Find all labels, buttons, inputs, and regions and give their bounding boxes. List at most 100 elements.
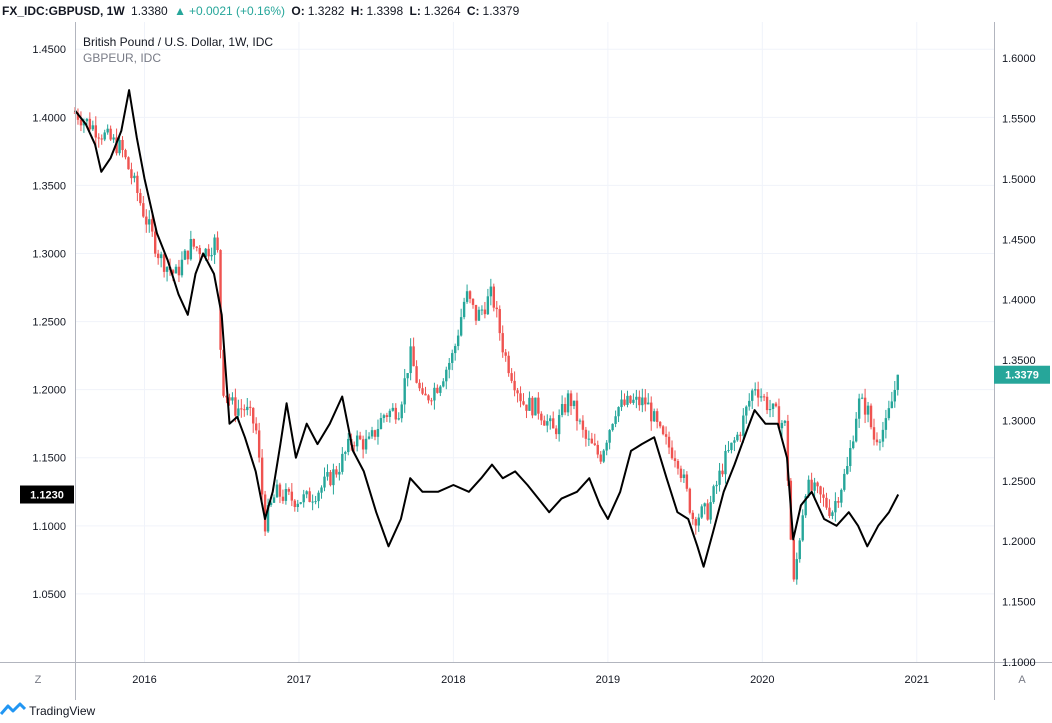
candle-body (462, 301, 466, 318)
candle-body (748, 400, 751, 407)
legend-overlay-title[interactable]: GBPEUR, IDC (83, 51, 161, 65)
candle-body (284, 489, 288, 501)
candle-body (715, 484, 718, 487)
candle-body (153, 231, 157, 254)
candle-body (519, 393, 522, 402)
candle-body (756, 389, 760, 398)
candle-body (186, 250, 190, 260)
axis-frame (0, 22, 1052, 700)
candle-body (195, 246, 198, 248)
candle-body (566, 393, 570, 413)
corner-right-button[interactable]: A (1018, 674, 1026, 686)
legend-main-title[interactable]: British Pound / U.S. Dollar, 1W, IDC (83, 35, 273, 49)
right-tick-label: 1.6000 (1002, 53, 1036, 65)
candle-body (391, 407, 395, 411)
candle-body (549, 418, 552, 422)
candle-body (890, 401, 894, 409)
candle-body (382, 415, 386, 419)
candle-body (249, 406, 252, 408)
left-price-scale[interactable]: 1.4500 1.4000 1.3500 1.3000 1.2500 1.2000 1.15… (32, 44, 66, 601)
candle-body (100, 138, 103, 140)
candle-body (376, 429, 380, 437)
candle-body (442, 381, 445, 387)
candle-body (822, 494, 825, 498)
left-tick-label: 1.3000 (32, 248, 66, 260)
candle-body (192, 239, 196, 247)
candle-body (825, 497, 828, 508)
candle-body (798, 540, 801, 560)
candle-body (109, 128, 112, 140)
candle-body (632, 399, 635, 403)
candle-body (857, 398, 861, 419)
time-scale[interactable]: 2016 2017 2018 2019 2020 2021 (132, 674, 929, 686)
left-tick-label: 1.1500 (32, 453, 66, 465)
candle-body (831, 512, 834, 516)
right-tick-label: 1.2000 (1002, 536, 1036, 548)
candle-body (635, 396, 638, 400)
candle-body (650, 402, 653, 422)
candle-body (222, 349, 225, 396)
left-tick-label: 1.1000 (32, 521, 66, 533)
candle-body (893, 389, 896, 402)
candle-body (148, 219, 151, 225)
candle-body (243, 409, 246, 411)
candle-body (278, 484, 282, 497)
candle-body (373, 430, 377, 437)
candle-body (317, 492, 320, 502)
left-tick-label: 1.3500 (32, 180, 66, 192)
candle-body (388, 410, 392, 417)
candle-body (385, 415, 389, 417)
candle-body (849, 448, 852, 467)
right-tick-label: 1.5000 (1002, 174, 1036, 186)
candle-body (584, 429, 588, 439)
candle-body (878, 441, 882, 443)
candle-body (269, 502, 273, 506)
corner-left-button[interactable]: Z (35, 674, 42, 686)
candle-body (581, 420, 585, 430)
candle-body (403, 378, 406, 405)
candle-body (795, 559, 798, 580)
candle-body (691, 512, 695, 520)
right-tick-label: 1.4000 (1002, 295, 1036, 307)
candle-body (724, 450, 727, 475)
candle-body (522, 401, 525, 405)
candle-body (718, 470, 721, 485)
right-tick-label: 1.2500 (1002, 476, 1036, 488)
candle-body (124, 150, 127, 158)
candle-body (531, 397, 534, 416)
candle-body (599, 454, 602, 462)
candle-body (97, 137, 100, 139)
candle-body (819, 486, 822, 495)
symbol-name[interactable]: FX_IDC:GBPUSD, 1W (2, 4, 125, 18)
candle-body (852, 441, 855, 449)
candle-body (843, 473, 846, 490)
chart-canvas[interactable]: 1.4500 1.4000 1.3500 1.3000 1.2500 1.2000 1.15… (0, 22, 1052, 700)
right-price-badge: 1.3379 (994, 365, 1050, 384)
right-tick-label: 1.4500 (1002, 234, 1036, 246)
candle-body (837, 501, 840, 503)
tradingview-logo-icon[interactable] (0, 701, 27, 723)
candle-body (510, 373, 513, 381)
candle-body (863, 397, 867, 415)
candle-body (216, 237, 219, 251)
candle-body (560, 404, 564, 416)
candle-body (275, 484, 279, 498)
candle-body (816, 482, 819, 487)
candle-body (525, 404, 528, 411)
right-price-scale[interactable]: 1.6000 1.5500 1.5000 1.4500 1.4000 1.3500 1.30… (1002, 53, 1036, 669)
candle-body (418, 382, 421, 389)
tradingview-brand[interactable]: TradingView (29, 704, 96, 718)
candle-body (353, 445, 356, 447)
candle-body (709, 502, 712, 520)
candle-body (641, 397, 644, 406)
candle-body (552, 418, 555, 429)
candle-body (361, 439, 365, 450)
candle-body (290, 491, 294, 501)
candle-body (854, 418, 858, 442)
right-tick-label: 1.1500 (1002, 597, 1036, 609)
candle-body (647, 402, 650, 405)
candle-body (219, 250, 222, 350)
candle-body (751, 390, 754, 401)
candle-body (159, 254, 163, 259)
candle-body (332, 469, 335, 486)
